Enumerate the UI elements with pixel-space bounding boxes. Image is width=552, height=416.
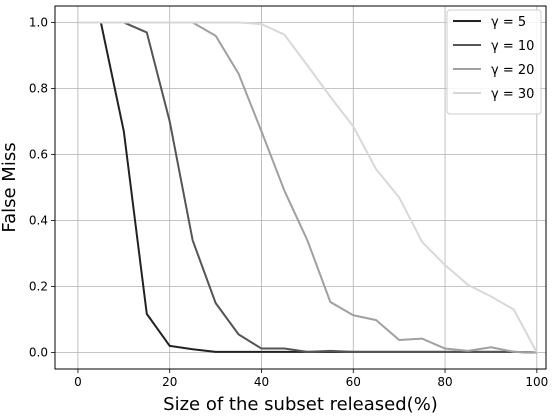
series-line bbox=[77, 21, 537, 354]
y-axis-label: False Miss bbox=[0, 142, 20, 232]
y-tick-label: 0.4 bbox=[29, 214, 48, 228]
x-axis-label: Size of the subset released(%) bbox=[163, 394, 438, 415]
legend-label: γ = 10 bbox=[491, 39, 534, 54]
y-tick-label: 1.0 bbox=[29, 16, 48, 30]
series-line bbox=[77, 21, 538, 353]
legend: γ = 5 γ = 10 γ = 20 γ = 30 bbox=[446, 9, 542, 115]
x-tick-label: 20 bbox=[162, 375, 177, 389]
x-tick-label: 40 bbox=[254, 375, 269, 389]
legend-label: γ = 30 bbox=[491, 87, 534, 102]
x-tick-label: 80 bbox=[437, 375, 452, 389]
x-tick-label: 100 bbox=[525, 375, 548, 389]
x-tick-label: 0 bbox=[74, 375, 82, 389]
legend-items: γ = 5 γ = 10 γ = 20 γ = 30 bbox=[453, 15, 534, 102]
axis-ticks: 0 20 40 60 80 100 0.0 0.2 0.4 0.6 0.8 1.0 bbox=[29, 16, 548, 390]
y-tick-label: 0.6 bbox=[29, 148, 48, 162]
y-tick-label: 0.8 bbox=[29, 82, 48, 96]
legend-box bbox=[446, 9, 542, 115]
y-tick-label: 0.0 bbox=[29, 346, 48, 360]
plot-frame bbox=[54, 5, 547, 370]
y-tick-label: 0.2 bbox=[29, 280, 48, 294]
legend-label: γ = 5 bbox=[491, 15, 526, 30]
legend-label: γ = 20 bbox=[491, 63, 534, 78]
series-lines bbox=[77, 21, 538, 354]
x-tick-label: 60 bbox=[346, 375, 361, 389]
